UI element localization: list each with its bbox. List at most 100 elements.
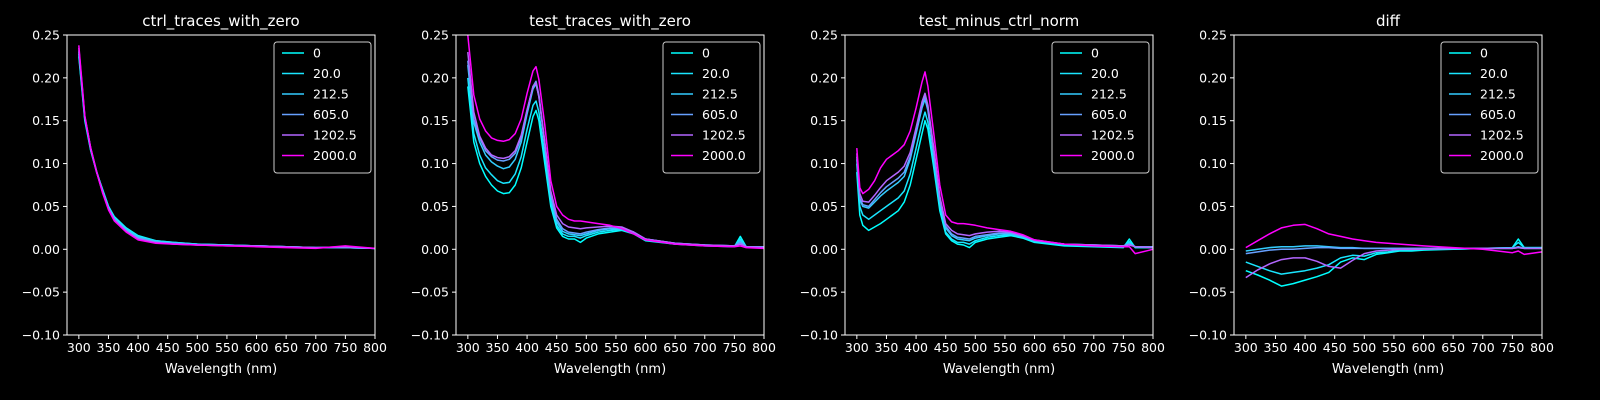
series-lines [467, 34, 765, 250]
chart-title: test_traces_with_zero [529, 12, 691, 31]
chart-title: ctrl_traces_with_zero [142, 12, 299, 31]
x-axis-label: Wavelength (nm) [943, 362, 1055, 377]
legend-label: 2000.0 [702, 148, 746, 163]
y-tick-label: 0.00 [32, 242, 60, 257]
legend-label: 2000.0 [1091, 148, 1135, 163]
figure-background [0, 0, 1568, 392]
legend-box [1440, 41, 1539, 174]
x-tick-label: 650 [663, 340, 687, 355]
x-tick-label: 600 [1412, 340, 1436, 355]
figure: 300 350 400 450 500 550 600 650 700 750 800 −0.10 −0… [0, 0, 1568, 392]
plot-frame [66, 34, 376, 336]
y-tick-label: 0.20 [32, 70, 60, 85]
series-line-5 [856, 71, 1154, 255]
series-lines [856, 71, 1154, 255]
x-tick-label: 350 [1264, 340, 1288, 355]
y-tick-label: 0.10 [810, 156, 838, 171]
legend-label: 212.5 [1091, 87, 1127, 102]
x-tick-label: 750 [722, 340, 746, 355]
x-tick-label: 800 [1530, 340, 1554, 355]
legend-label: 212.5 [1480, 87, 1516, 102]
legend-label: 1202.5 [1091, 128, 1135, 143]
series-line-5 [467, 34, 765, 250]
y-tick-label: −0.05 [800, 285, 838, 300]
legend-label: 1202.5 [313, 128, 357, 143]
y-tick-label: −0.05 [411, 285, 449, 300]
chart-panel-0: 300 350 400 450 500 550 600 650 700 750 800 −0.10 −0… [22, 12, 387, 377]
chart-panel-2: 300 350 400 450 500 550 600 650 700 750 800 −0.10 −0… [800, 12, 1165, 377]
chart-panel-1: 300 350 400 450 500 550 600 650 700 750 800 −0.10 −0… [411, 12, 776, 377]
x-tick-label: 300 [67, 340, 91, 355]
x-axis-label: Wavelength (nm) [554, 362, 666, 377]
legend: 0 20.0 212.5 605.0 1202.5 2000.0 [1051, 41, 1150, 174]
legend-label: 1202.5 [702, 128, 746, 143]
series-line-1 [856, 111, 1153, 249]
y-tick-label: 0.00 [421, 242, 449, 257]
x-tick-label: 750 [1111, 340, 1135, 355]
x-tick-label: 400 [126, 340, 150, 355]
x-tick-label: 350 [97, 340, 121, 355]
plot-frame [844, 34, 1154, 336]
x-tick-label: 350 [486, 340, 510, 355]
x-tick-label: 700 [1471, 340, 1495, 355]
legend-label: 20.0 [1480, 66, 1508, 81]
x-tick-label: 800 [363, 340, 387, 355]
series-lines [78, 45, 376, 250]
x-axis-label: Wavelength (nm) [1332, 362, 1444, 377]
chart-panels: 300 350 400 450 500 550 600 650 700 750 800 −0.10 −0… [22, 12, 1554, 377]
legend-label: 605.0 [702, 107, 738, 122]
y-tick-label: 0.25 [810, 28, 838, 43]
legend-box [662, 41, 761, 174]
x-tick-label: 600 [245, 340, 269, 355]
series-line-5 [78, 45, 376, 250]
y-tick-label: 0.15 [421, 113, 449, 128]
legend-label: 605.0 [313, 107, 349, 122]
x-tick-label: 450 [1323, 340, 1347, 355]
chart-title: diff [1376, 12, 1401, 30]
x-tick-label: 500 [185, 340, 209, 355]
x-tick-label: 750 [333, 340, 357, 355]
y-tick-label: −0.05 [1189, 285, 1227, 300]
plot-frame [455, 34, 765, 336]
x-tick-label: 700 [693, 340, 717, 355]
y-tick-label: 0.10 [1199, 156, 1227, 171]
legend-label: 0 [1480, 46, 1488, 61]
y-tick-label: 0.25 [1199, 28, 1227, 43]
legend-box [1051, 41, 1150, 174]
x-tick-label: 600 [634, 340, 658, 355]
x-tick-label: 700 [1082, 340, 1106, 355]
y-tick-label: 0.25 [32, 28, 60, 43]
plot-frame [1233, 34, 1543, 336]
y-tick-label: 0.05 [1199, 199, 1227, 214]
y-tick-label: −0.10 [1189, 328, 1227, 343]
legend-label: 2000.0 [1480, 148, 1524, 163]
y-tick-label: 0.20 [1199, 70, 1227, 85]
x-tick-label: 750 [1500, 340, 1524, 355]
x-tick-label: 300 [456, 340, 480, 355]
x-tick-label: 300 [845, 340, 869, 355]
x-tick-label: 550 [215, 340, 239, 355]
legend-label: 605.0 [1480, 107, 1516, 122]
chart-title: test_minus_ctrl_norm [919, 12, 1080, 31]
legend-label: 0 [313, 46, 321, 61]
x-tick-label: 550 [604, 340, 628, 355]
y-tick-label: −0.10 [411, 328, 449, 343]
x-tick-label: 400 [515, 340, 539, 355]
y-tick-label: 0.05 [32, 199, 60, 214]
y-tick-label: −0.10 [800, 328, 838, 343]
x-tick-label: 800 [1141, 340, 1165, 355]
series-line-5 [1245, 223, 1543, 256]
x-tick-label: 700 [304, 340, 328, 355]
x-tick-label: 650 [1441, 340, 1465, 355]
x-tick-label: 400 [904, 340, 928, 355]
y-tick-label: −0.10 [22, 328, 60, 343]
legend: 0 20.0 212.5 605.0 1202.5 2000.0 [662, 41, 761, 174]
legend-label: 605.0 [1091, 107, 1127, 122]
y-tick-label: 0.15 [810, 113, 838, 128]
legend-label: 2000.0 [313, 148, 357, 163]
series-lines [1245, 223, 1543, 287]
x-tick-label: 550 [993, 340, 1017, 355]
x-tick-label: 600 [1023, 340, 1047, 355]
x-tick-label: 500 [963, 340, 987, 355]
y-tick-label: 0.10 [421, 156, 449, 171]
